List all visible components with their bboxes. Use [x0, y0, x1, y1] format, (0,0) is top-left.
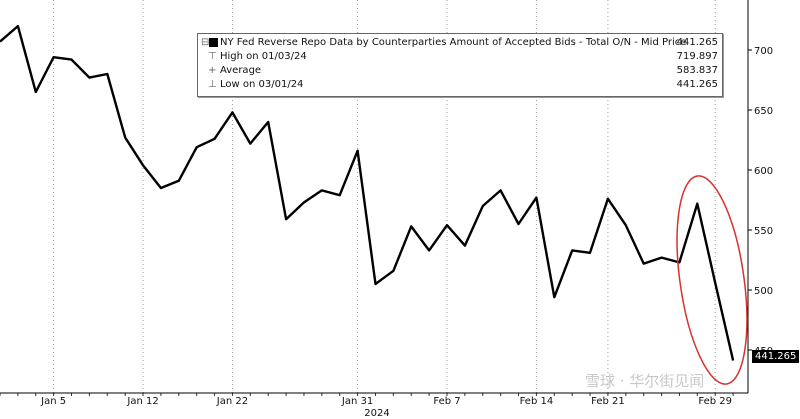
x-axis-label: 2024: [364, 408, 389, 419]
legend-low-value: 441.265: [676, 79, 718, 90]
legend-average-value: 583.837: [676, 65, 718, 76]
legend-high-value: 719.897: [676, 51, 718, 62]
collapse-icon[interactable]: ⊟: [201, 37, 210, 48]
legend-high: ⊤ High on 01/03/24 719.897: [204, 50, 718, 63]
series-line: [0, 24, 735, 361]
high-marker-icon: ⊤: [208, 51, 217, 62]
x-tick-label: Feb 7: [433, 396, 460, 407]
legend-series-label: NY Fed Reverse Repo Data by Counterparti…: [220, 37, 687, 48]
watermark: 雪球 · 华尔街见闻: [585, 372, 705, 390]
last-value-label: 441.265: [752, 350, 800, 363]
y-tick-label: 550: [754, 226, 773, 237]
legend-low-label: Low on 03/01/24: [220, 79, 304, 90]
legend-average-label: Average: [220, 65, 262, 76]
legend-average: + Average 583.837: [204, 64, 718, 77]
x-tick-label: Jan 12: [126, 396, 158, 407]
legend-last-value: 441.265: [676, 37, 718, 48]
average-marker-icon: +: [208, 65, 217, 76]
x-tick-label: Jan 22: [216, 396, 248, 407]
low-marker-icon: ⊥: [208, 79, 217, 90]
x-tick-label: Jan 31: [341, 396, 373, 407]
x-tick-label: Jan 5: [40, 396, 66, 407]
y-tick-label: 650: [754, 106, 773, 117]
legend-high-label: High on 01/03/24: [220, 51, 307, 62]
legend-series: ⊟ NY Fed Reverse Repo Data by Counterpar…: [201, 36, 718, 49]
series-swatch: [209, 38, 218, 47]
legend: ⊟ NY Fed Reverse Repo Data by Counterpar…: [197, 33, 723, 97]
highlight-ellipse: [676, 175, 748, 385]
x-tick-label: Feb 29: [698, 396, 732, 407]
legend-low: ⊥ Low on 03/01/24 441.265: [204, 78, 718, 91]
x-tick-label: Feb 14: [520, 396, 554, 407]
y-tick-label: 600: [754, 166, 773, 177]
y-tick-label: 500: [754, 286, 773, 297]
y-tick-label: 700: [754, 46, 773, 57]
x-tick-label: Feb 21: [591, 396, 625, 407]
